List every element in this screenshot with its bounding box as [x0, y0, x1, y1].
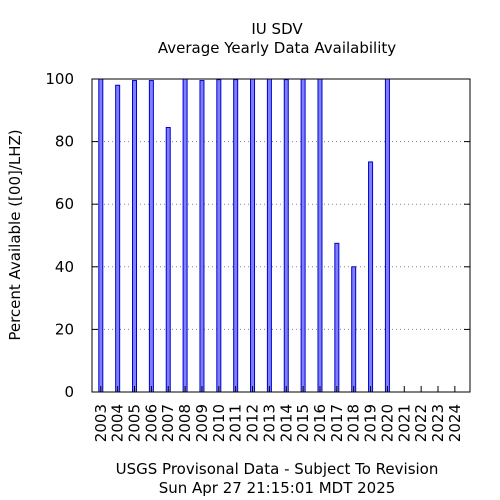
- x-tick-label: 2006: [142, 404, 160, 442]
- bar: [351, 266, 357, 393]
- x-tick-label: 2004: [109, 404, 127, 442]
- bar: [368, 161, 374, 393]
- bar: [148, 80, 154, 393]
- bar: [300, 78, 306, 393]
- bar: [384, 78, 390, 393]
- x-tick-label: 2024: [446, 404, 464, 442]
- x-axis-label: USGS Provisonal Data - Subject To Revisi…: [116, 460, 439, 478]
- y-tick-label: 0: [64, 383, 74, 401]
- x-tick-label: 2020: [378, 404, 396, 442]
- chart-subtitle: Average Yearly Data Availability: [158, 39, 396, 57]
- y-tick-label: 20: [55, 320, 74, 338]
- y-axis: 0 20 40 60 80 100: [45, 70, 470, 401]
- chart-title: IU SDV: [251, 20, 303, 38]
- bar: [233, 79, 239, 393]
- x-tick-label: 2011: [227, 404, 245, 442]
- x-tick-label: 2010: [210, 404, 228, 442]
- bar: [266, 78, 272, 393]
- bar: [182, 78, 188, 393]
- bar: [132, 80, 138, 393]
- bar: [115, 84, 121, 393]
- x-tick-label: 2003: [92, 404, 110, 442]
- footer-timestamp: Sun Apr 27 21:15:01 MDT 2025: [159, 479, 396, 497]
- x-tick-label: 2018: [345, 404, 363, 442]
- gridlines: [92, 78, 470, 330]
- x-tick-label: 2007: [159, 404, 177, 442]
- bar: [283, 79, 289, 393]
- x-tick-label: 2019: [362, 404, 380, 442]
- x-tick-label: 2008: [176, 404, 194, 442]
- x-tick-label: 2023: [429, 404, 447, 442]
- x-axis: 2003200420052006200720082009201020112012…: [92, 386, 464, 442]
- y-axis-label: Percent Available ([00]/LHZ): [6, 129, 24, 340]
- x-tick-label: 2022: [412, 404, 430, 442]
- bars: [98, 78, 390, 393]
- x-tick-label: 2012: [244, 404, 262, 442]
- bar: [250, 78, 256, 393]
- plot-frame: [91, 78, 471, 393]
- bar: [216, 79, 222, 393]
- y-tick-label: 60: [55, 195, 74, 213]
- y-tick-label: 80: [55, 133, 74, 151]
- bar: [334, 242, 340, 393]
- bar: [317, 78, 323, 393]
- x-tick-label: 2015: [294, 404, 312, 442]
- x-tick-label: 2005: [126, 404, 144, 442]
- bar: [199, 80, 205, 393]
- x-tick-label: 2014: [277, 404, 295, 442]
- x-tick-label: 2013: [260, 404, 278, 442]
- x-tick-label: 2016: [311, 404, 329, 442]
- x-tick-label: 2017: [328, 404, 346, 442]
- y-tick-label: 100: [45, 70, 74, 88]
- x-tick-label: 2021: [395, 404, 413, 442]
- bar: [165, 127, 171, 393]
- x-tick-label: 2009: [193, 404, 211, 442]
- y-tick-label: 40: [55, 258, 74, 276]
- bar: [98, 78, 104, 393]
